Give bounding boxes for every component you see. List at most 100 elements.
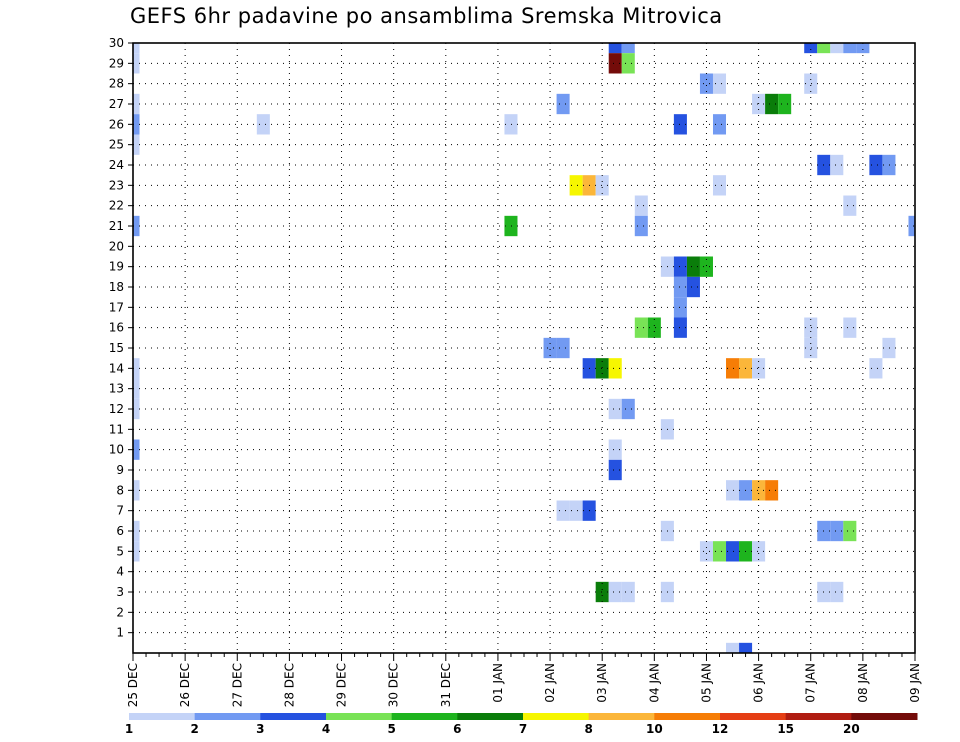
y-tick-label: 24 (109, 158, 124, 172)
heatmap-cell (726, 358, 740, 379)
heatmap-cell (699, 541, 713, 562)
heatmap-cell (908, 215, 915, 237)
y-tick-label: 17 (109, 300, 124, 314)
heatmap-cell (608, 53, 622, 74)
heatmap-cell (882, 337, 896, 359)
heatmap-cell (595, 581, 609, 603)
y-tick-label: 12 (109, 402, 124, 416)
heatmap-cell (595, 175, 609, 196)
heatmap-cell (133, 53, 140, 74)
heatmap-cell (686, 276, 700, 298)
heatmap-cell (673, 297, 687, 318)
legend-swatch (194, 713, 261, 720)
heatmap-cell (869, 154, 883, 176)
heatmap-cell (608, 439, 622, 460)
legend-label: 10 (646, 722, 663, 736)
x-tick-label: 29 DEC (335, 663, 349, 707)
heatmap-cell (830, 154, 844, 176)
heatmap-cell (726, 541, 740, 562)
heatmap-cell (133, 215, 140, 237)
cells-layer (133, 43, 915, 653)
heatmap-cell (804, 43, 818, 54)
y-tick-label: 16 (109, 321, 124, 335)
heatmap-cell (830, 520, 844, 542)
heatmap-cell (556, 337, 570, 359)
heatmap-cell (133, 520, 140, 542)
x-tick-label: 02 JAN (543, 663, 557, 703)
x-tick-label: 27 DEC (230, 663, 244, 707)
grid-layer (133, 43, 915, 653)
heatmap-cell (765, 93, 779, 115)
heatmap-cell (765, 480, 779, 501)
x-tick-label: 04 JAN (647, 663, 661, 703)
y-tick-label: 7 (116, 504, 124, 518)
y-tick-label: 14 (109, 361, 124, 375)
legend-swatch (129, 713, 196, 720)
heatmap-cell (699, 73, 713, 94)
heatmap-cell (621, 53, 635, 74)
heatmap-cell (133, 398, 140, 420)
x-tick-label: 31 DEC (439, 663, 453, 707)
y-tick-label: 3 (116, 585, 124, 599)
heatmap-cell (621, 43, 635, 54)
heatmap-cell (647, 317, 661, 338)
heatmap-cell (712, 73, 727, 94)
y-tick-label: 2 (116, 605, 124, 619)
legend-swatch (326, 713, 393, 720)
y-tick-label: 28 (109, 77, 124, 91)
x-tick-label: 05 JAN (699, 663, 713, 703)
heatmap-cell (673, 317, 687, 338)
y-tick-label: 11 (109, 422, 124, 436)
y-tick-label: 23 (109, 178, 124, 192)
x-tick-label: 09 JAN (908, 663, 922, 703)
x-tick-label: 03 JAN (595, 663, 609, 703)
heatmap-cell (133, 43, 140, 54)
y-tick-label: 26 (109, 117, 124, 131)
y-tick-label: 19 (109, 260, 124, 274)
heatmap-cell (856, 43, 870, 54)
heatmap-cell (804, 73, 818, 94)
y-tick-label: 5 (116, 544, 124, 558)
y-tick-label: 15 (109, 341, 124, 355)
legend-label: 12 (712, 722, 729, 736)
y-tick-label: 21 (109, 219, 124, 233)
legend-swatch (588, 713, 655, 720)
heatmap-cell (752, 480, 766, 501)
legend-swatch (851, 713, 918, 720)
y-tick-label: 29 (109, 56, 124, 70)
legend-label: 15 (777, 722, 794, 736)
legend-swatch (457, 713, 524, 720)
heatmap-cell (843, 317, 857, 338)
legend-label: 4 (322, 722, 330, 736)
heatmap-cell (569, 500, 583, 521)
y-tick-label: 13 (109, 382, 124, 396)
legend-label: 3 (256, 722, 264, 736)
chart-title: GEFS 6hr padavine po ansamblima Sremska … (130, 4, 723, 28)
heatmap-cell (817, 43, 831, 54)
legend-label: 7 (519, 722, 527, 736)
heatmap-cell (608, 358, 622, 379)
heatmap-cell (504, 215, 518, 237)
legend-label: 8 (584, 722, 592, 736)
y-tick-label: 10 (109, 443, 124, 457)
heatmap-cell (726, 642, 740, 653)
heatmap-cell (843, 520, 857, 542)
legend-label: 1 (125, 722, 133, 736)
heatmap-cell (752, 541, 766, 562)
x-tick-label: 01 JAN (491, 663, 505, 703)
heatmap-cell (504, 114, 518, 135)
legend-label: 2 (190, 722, 198, 736)
heatmap-cell (843, 195, 857, 216)
x-tick-label: 08 JAN (856, 663, 870, 703)
y-tick-label: 30 (109, 36, 124, 50)
heatmap-cell (699, 256, 713, 277)
heatmap-cell (133, 439, 140, 460)
x-axis: 25 DEC 26 DEC 27 DEC 28 DEC 29 DEC 30 DEC 31 D… (126, 653, 922, 707)
legend-swatch (260, 713, 327, 720)
x-tick-label: 28 DEC (282, 663, 296, 707)
heatmap-cell (712, 541, 727, 562)
y-tick-label: 18 (109, 280, 124, 294)
y-tick-label: 8 (116, 483, 124, 497)
y-tick-label: 9 (116, 463, 124, 477)
